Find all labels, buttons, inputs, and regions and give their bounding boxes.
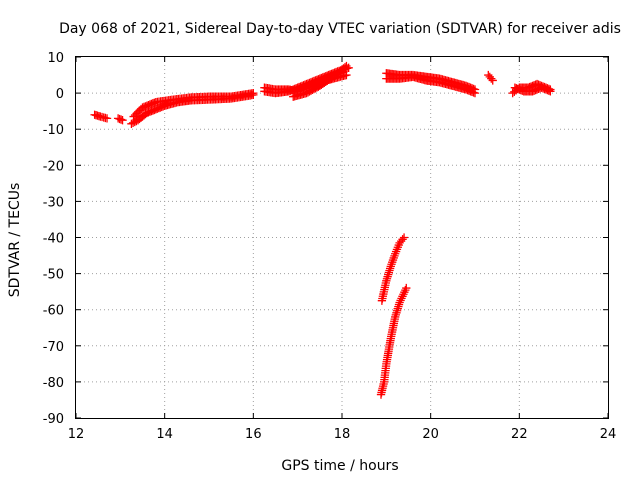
y-tick-label: 0 (56, 87, 64, 102)
data-point (342, 61, 351, 71)
y-tick-label: -40 (43, 232, 64, 247)
grid (76, 57, 608, 418)
plot-frame (75, 56, 609, 419)
x-tick-label: 24 (600, 427, 617, 442)
data-points (90, 61, 555, 399)
data-point (249, 88, 258, 98)
axis-ticks: 12 14 16 18 20 22 24 10 0 -10 -20 -30 -40 -50 -60 -70 -8… (43, 51, 617, 442)
x-tick-label: 18 (334, 427, 351, 442)
y-tick-label: -20 (43, 159, 64, 174)
chart-title: Day 068 of 2021, Sidereal Day-to-day VTE… (59, 21, 621, 37)
y-tick-label: -10 (43, 123, 64, 138)
data-point (402, 283, 411, 293)
data-point (470, 88, 480, 98)
y-tick-label: -90 (43, 412, 64, 427)
y-tick-label: -30 (43, 195, 64, 210)
y-tick-label: -50 (43, 268, 64, 283)
x-tick-label: 16 (245, 427, 262, 442)
data-point (340, 63, 350, 72)
data-point (488, 76, 497, 85)
data-point (102, 114, 112, 123)
x-axis-label: GPS time / hours (281, 458, 398, 474)
data-point (342, 70, 351, 80)
x-tick-label: 12 (68, 427, 85, 442)
y-tick-label: -80 (43, 376, 64, 391)
x-tick-label: 22 (511, 427, 528, 442)
data-point (546, 87, 555, 96)
y-axis-label: SDTVAR / TECUs (7, 183, 23, 298)
y-tick-label: 10 (47, 51, 64, 66)
x-tick-label: 20 (422, 427, 439, 442)
data-point (399, 233, 409, 242)
y-tick-label: -70 (43, 340, 64, 355)
y-tick-label: -60 (43, 304, 64, 319)
x-tick-label: 14 (156, 427, 173, 442)
data-point (118, 116, 127, 125)
